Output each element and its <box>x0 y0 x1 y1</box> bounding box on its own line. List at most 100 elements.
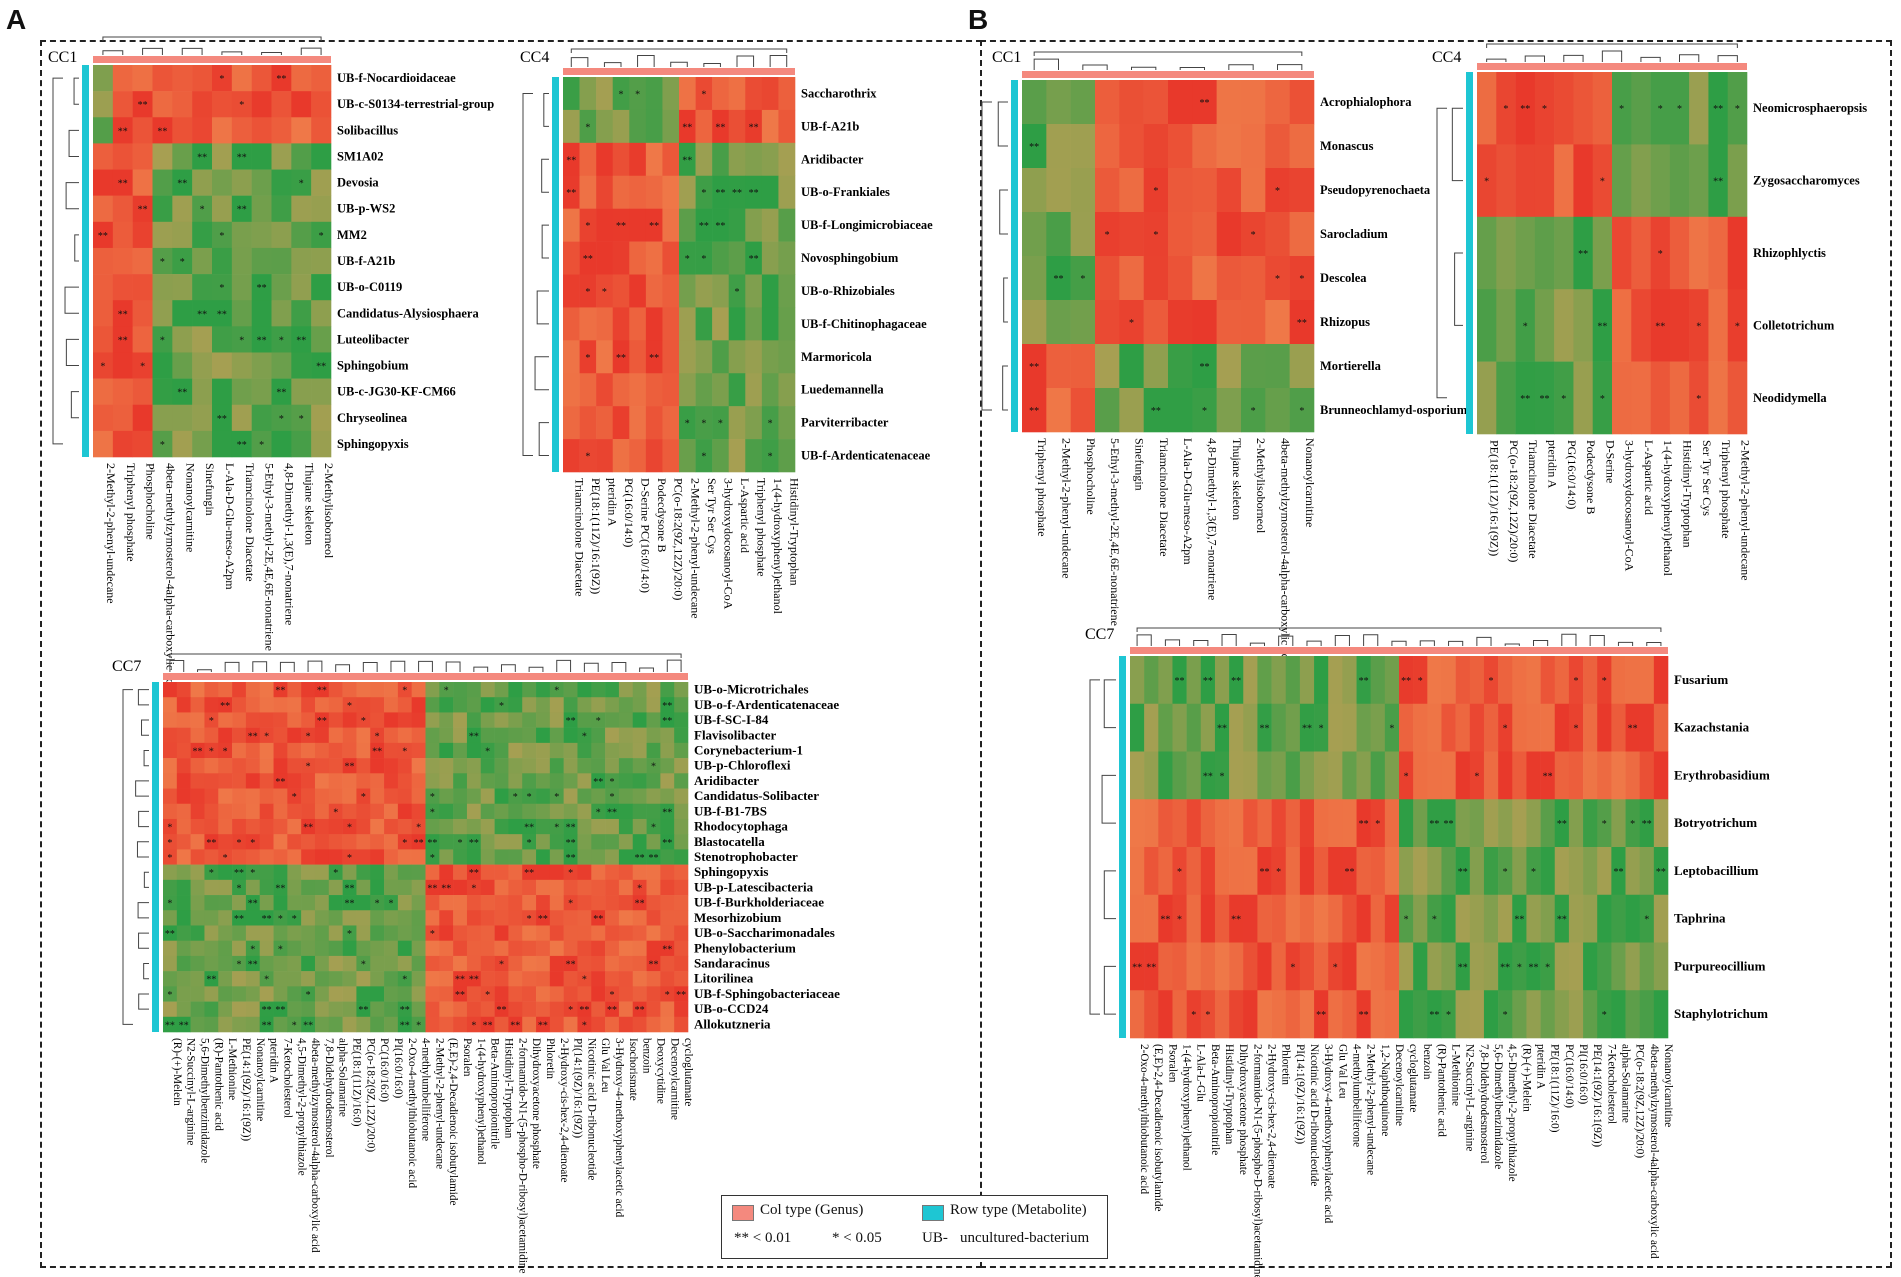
heatmap-cell <box>328 864 343 881</box>
col-label: L-Ala-D-Glu-meso-A2pm <box>1181 438 1195 565</box>
heatmap-cell <box>494 1016 509 1033</box>
heatmap-cell <box>1243 656 1258 705</box>
heatmap-cell <box>591 925 606 941</box>
heatmap-cell <box>1526 751 1541 800</box>
heatmap-cell <box>563 879 578 896</box>
significance-mark: * <box>209 746 214 757</box>
col-label: Beta-Aminopropionitrile <box>1209 1044 1221 1155</box>
heatmap-cell <box>1592 289 1613 362</box>
significance-mark: * <box>1677 104 1682 115</box>
heatmap-cell <box>761 109 779 144</box>
col-label: 1-(4-hydroxyphenyl)ethanol <box>1181 1044 1193 1171</box>
heatmap-block-a-cc1: CC1* **** *** **** **** ** *** * **** * ** ** **** **… <box>48 36 494 693</box>
heatmap-cell <box>632 971 647 987</box>
heatmap-cell <box>761 307 779 341</box>
heatmap-cell <box>1384 894 1400 943</box>
heatmap-cell <box>314 940 330 957</box>
heatmap-cell <box>1639 847 1655 896</box>
heatmap-cell <box>314 971 330 987</box>
heatmap-cell <box>232 986 247 1002</box>
heatmap-cell <box>132 221 153 249</box>
heatmap-cell <box>342 895 357 911</box>
heatmap-cell <box>1611 894 1626 943</box>
heatmap-cell <box>204 1001 219 1018</box>
significance-mark: ** <box>635 853 645 864</box>
heatmap-cell <box>1526 942 1541 991</box>
heatmap-cell <box>1639 799 1655 848</box>
cluster-label: CC1 <box>48 49 77 66</box>
heatmap-cell <box>328 879 343 896</box>
heatmap-cell <box>1192 124 1217 169</box>
heatmap-cell <box>1477 289 1497 362</box>
heatmap-cell <box>1496 144 1516 218</box>
heatmap-cell <box>204 940 219 957</box>
heatmap-cell <box>190 712 205 728</box>
heatmap-cell <box>301 986 316 1002</box>
significance-mark: ** <box>1175 676 1185 687</box>
heatmap-cell <box>1022 388 1047 433</box>
col-type-bar <box>1130 647 1668 654</box>
heatmap-cell <box>384 803 399 820</box>
heatmap-cell <box>522 682 537 698</box>
heatmap-cell <box>245 940 261 957</box>
heatmap-cell <box>494 773 509 789</box>
row-label: Sphingobium <box>337 359 409 373</box>
heatmap-cell <box>190 727 205 744</box>
heatmap-cell <box>728 373 746 407</box>
heatmap-cell <box>1186 703 1202 752</box>
heatmap-cell <box>577 849 592 865</box>
heatmap-cell <box>93 117 114 144</box>
row-label: Fusarium <box>1674 672 1728 687</box>
col-label: Ser Tyr Ser Cys <box>1700 440 1714 516</box>
heatmap-cell <box>1243 703 1258 752</box>
heatmap-cell <box>192 378 213 406</box>
heatmap-cell <box>176 879 191 896</box>
heatmap-cell <box>480 910 495 926</box>
significance-mark: * <box>278 944 283 955</box>
col-label: 4beta-methylzymosterol-4alpha-carboxylic… <box>309 1038 321 1253</box>
heatmap-cell <box>577 697 592 713</box>
significance-mark: ** <box>303 1020 313 1031</box>
significance-mark: ** <box>648 853 658 864</box>
heatmap-cell <box>370 955 385 972</box>
significance-mark: * <box>635 89 640 100</box>
col-label: Isochorismate <box>627 1038 639 1101</box>
heatmap-cell <box>1612 289 1632 362</box>
heatmap-cell <box>1265 80 1290 125</box>
significance-mark: ** <box>1429 1010 1439 1021</box>
significance-mark: ** <box>276 74 286 85</box>
col-label: Triamcinolone Diacetate <box>1157 438 1171 557</box>
heatmap-cell <box>439 758 454 774</box>
heatmap-cell <box>231 352 252 379</box>
heatmap-cell <box>411 940 426 957</box>
heatmap-cell <box>563 971 578 987</box>
heatmap-cell <box>301 971 316 987</box>
significance-mark: ** <box>237 152 247 163</box>
significance-mark: ** <box>317 686 327 697</box>
heatmap-cell <box>1342 751 1357 800</box>
heatmap-cell <box>204 834 219 850</box>
heatmap-cell <box>411 818 426 835</box>
heatmap-cell <box>1526 847 1541 896</box>
heatmap-cell <box>1554 847 1570 896</box>
heatmap-cell <box>425 742 440 759</box>
heatmap-cell <box>231 91 252 118</box>
significance-mark: ** <box>648 960 658 971</box>
col-label: 2-Methyl-2-phenyl-undecane <box>433 1038 445 1169</box>
col-label: 4-methylumbelliferone <box>1350 1044 1362 1147</box>
heatmap-cell <box>204 788 219 805</box>
heatmap-cell <box>1314 894 1329 943</box>
heatmap-cell <box>1229 942 1244 991</box>
heatmap-cell <box>1158 847 1173 896</box>
significance-mark: ** <box>138 100 148 111</box>
heatmap-cell <box>439 803 454 820</box>
heatmap-cell <box>245 895 261 911</box>
heatmap-cell <box>245 1001 261 1018</box>
heatmap-cell <box>287 849 302 865</box>
heatmap-cell <box>218 864 233 881</box>
heatmap-cell <box>494 971 509 987</box>
heatmap-cell <box>1328 751 1343 800</box>
heatmap-cell <box>618 940 634 957</box>
heatmap-cell <box>328 986 343 1002</box>
heatmap-cell <box>328 758 343 774</box>
